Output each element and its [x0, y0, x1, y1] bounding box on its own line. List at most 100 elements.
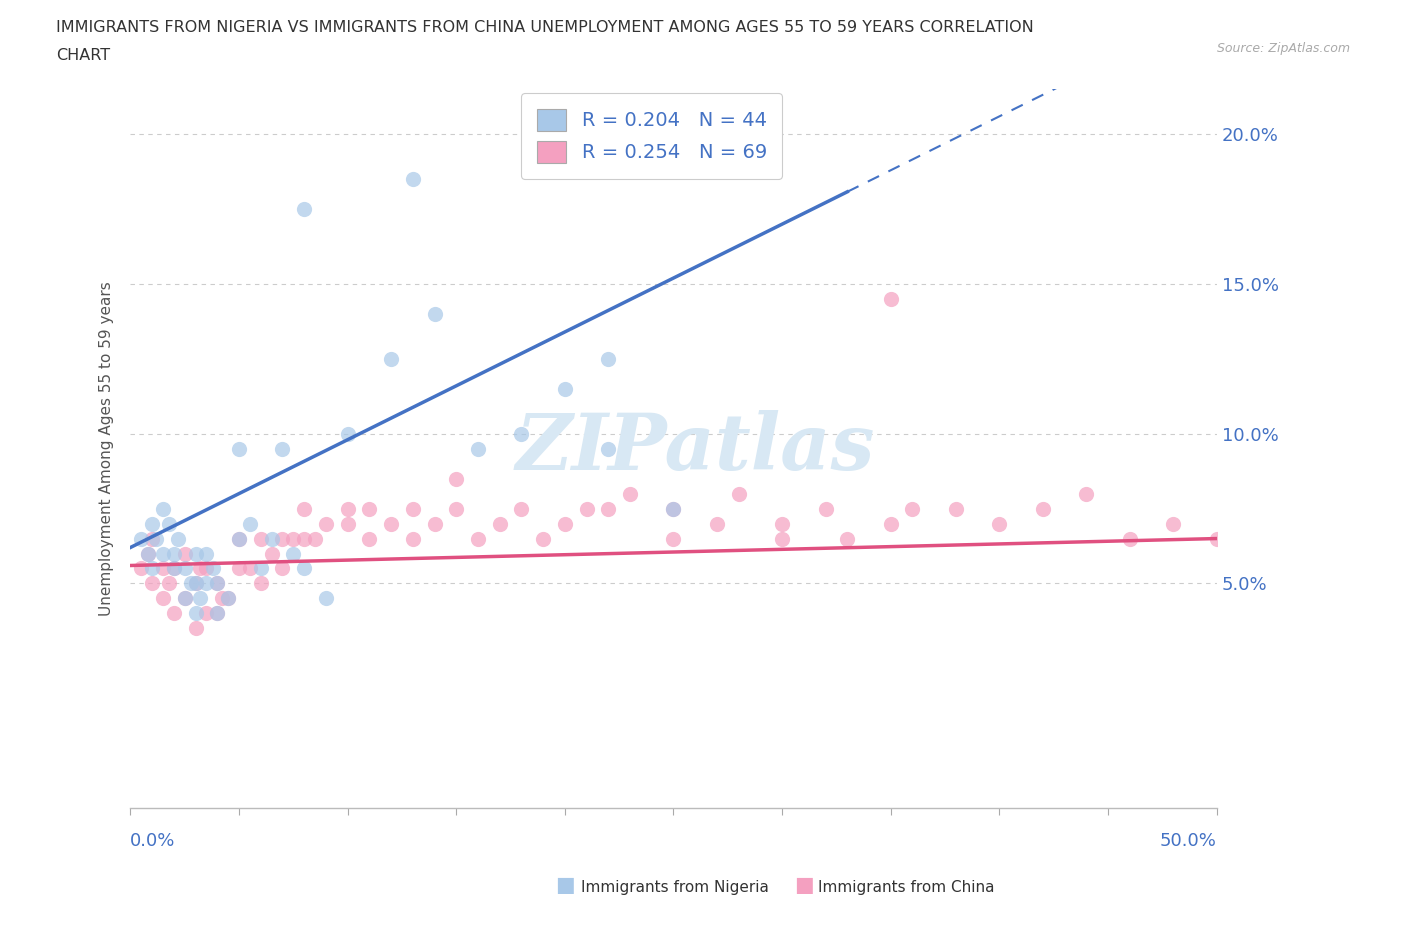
Point [145, 531, 167, 546]
Point [444, 501, 467, 516]
Point [292, 202, 315, 217]
Point [770, 516, 793, 531]
Point [173, 591, 195, 605]
Text: ■: ■ [555, 874, 575, 895]
Text: Source: ZipAtlas.com: Source: ZipAtlas.com [1216, 42, 1350, 55]
Point [152, 501, 174, 516]
Point [207, 576, 229, 591]
Point [315, 591, 337, 605]
Point [180, 576, 202, 591]
Point [510, 501, 533, 516]
Text: IMMIGRANTS FROM NIGERIA VS IMMIGRANTS FROM CHINA UNEMPLOYMENT AMONG AGES 55 TO 5: IMMIGRANTS FROM NIGERIA VS IMMIGRANTS FR… [56, 20, 1033, 35]
Point [141, 531, 163, 546]
Point [380, 352, 402, 366]
Point [292, 531, 315, 546]
Text: ■: ■ [794, 874, 814, 895]
Point [152, 561, 174, 576]
Point [207, 606, 229, 621]
Point [163, 561, 186, 576]
Point [184, 576, 207, 591]
Text: CHART: CHART [56, 48, 110, 63]
Point [228, 441, 250, 456]
Point [554, 516, 576, 531]
Point [619, 486, 641, 501]
Point [727, 486, 749, 501]
Point [423, 516, 446, 531]
Point [249, 561, 271, 576]
Point [217, 591, 239, 605]
Point [336, 426, 359, 441]
Point [814, 501, 837, 516]
Point [423, 307, 446, 322]
Point [880, 516, 903, 531]
Point [141, 576, 163, 591]
Point [184, 621, 207, 636]
Point [188, 561, 211, 576]
Point [662, 501, 685, 516]
Point [260, 546, 283, 561]
Point [402, 531, 425, 546]
Point [359, 501, 381, 516]
Point [195, 561, 218, 576]
Point [207, 576, 229, 591]
Point [467, 441, 489, 456]
Point [598, 441, 620, 456]
Point [159, 516, 181, 531]
Point [228, 561, 250, 576]
Point [195, 606, 218, 621]
Point [283, 546, 305, 561]
Point [336, 501, 359, 516]
Point [184, 606, 207, 621]
Point [575, 501, 598, 516]
Point [488, 516, 510, 531]
Point [271, 561, 294, 576]
Point [201, 561, 224, 576]
Y-axis label: Unemployment Among Ages 55 to 59 years: Unemployment Among Ages 55 to 59 years [100, 282, 114, 616]
Point [901, 501, 924, 516]
Point [662, 531, 685, 546]
Point [1205, 531, 1227, 546]
Point [945, 501, 967, 516]
Point [167, 531, 190, 546]
Point [1161, 516, 1184, 531]
Point [315, 516, 337, 531]
Point [141, 561, 163, 576]
Legend: R = 0.204   N = 44, R = 0.254   N = 69: R = 0.204 N = 44, R = 0.254 N = 69 [522, 93, 782, 179]
Point [217, 591, 239, 605]
Point [283, 531, 305, 546]
Point [173, 561, 195, 576]
Point [188, 591, 211, 605]
Point [598, 501, 620, 516]
Point [510, 426, 533, 441]
Point [260, 531, 283, 546]
Point [444, 472, 467, 486]
Point [271, 441, 294, 456]
Point [304, 531, 326, 546]
Point [249, 576, 271, 591]
Point [228, 531, 250, 546]
Point [598, 352, 620, 366]
Text: 0.0%: 0.0% [131, 832, 176, 850]
Point [136, 546, 159, 561]
Point [531, 531, 554, 546]
Point [239, 561, 262, 576]
Point [163, 561, 186, 576]
Point [129, 561, 152, 576]
Point [152, 591, 174, 605]
Point [662, 501, 685, 516]
Point [292, 501, 315, 516]
Text: 50.0%: 50.0% [1160, 832, 1216, 850]
Point [988, 516, 1011, 531]
Point [402, 172, 425, 187]
Point [554, 381, 576, 396]
Point [239, 516, 262, 531]
Point [706, 516, 728, 531]
Point [880, 292, 903, 307]
Point [195, 546, 218, 561]
Point [336, 516, 359, 531]
Point [271, 531, 294, 546]
Point [207, 606, 229, 621]
Point [141, 516, 163, 531]
Point [292, 561, 315, 576]
Point [467, 531, 489, 546]
